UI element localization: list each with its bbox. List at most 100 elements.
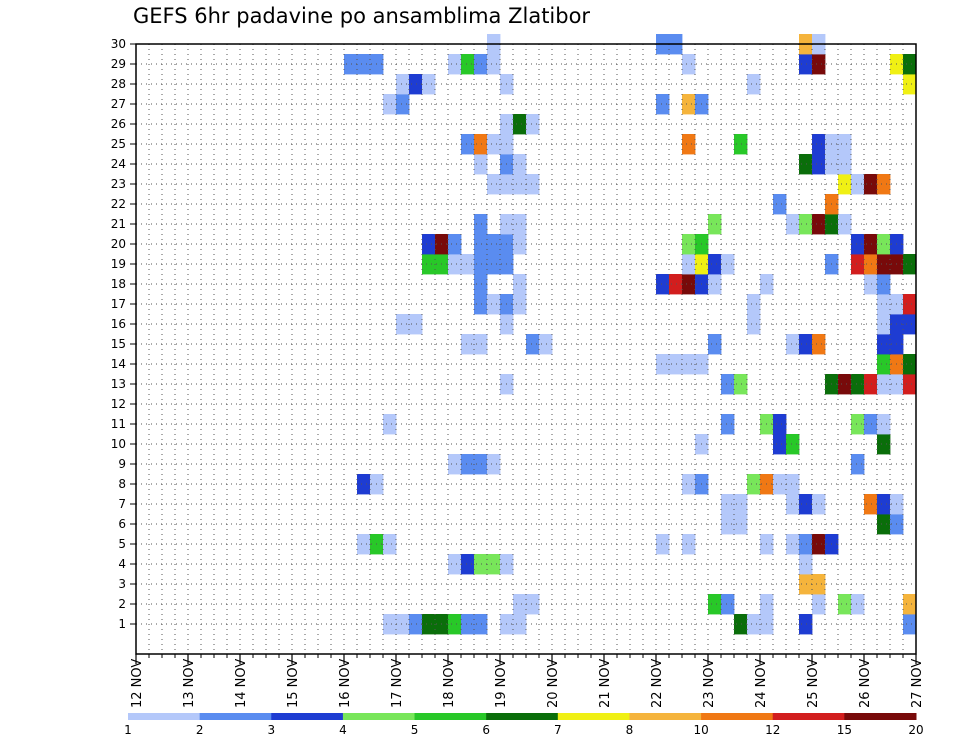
heatmap-cell [773,434,787,455]
heatmap-cell [487,554,501,575]
y-tick-label: 22 [111,197,126,211]
heatmap-cell [877,274,891,295]
heatmap-cell [513,214,527,235]
heatmap-cell [851,254,865,275]
heatmap-cell [721,594,735,615]
heatmap-cell [747,614,761,635]
heatmap-cell [903,314,917,335]
heatmap-cell [474,614,488,635]
heatmap-cell [448,254,462,275]
heatmap-cell [812,494,826,515]
y-tick-label: 15 [111,337,126,351]
heatmap-cell [487,234,501,255]
heatmap-cell [799,534,813,555]
heatmap-cell [487,174,501,195]
y-tick-label: 3 [118,577,126,591]
heatmap-cell [487,134,501,155]
heatmap-cell [422,234,436,255]
heatmap-cell [513,294,527,315]
heatmap-cell [474,294,488,315]
heatmap-cell [526,174,540,195]
heatmap-cell [812,534,826,555]
heatmap-cell [747,474,761,495]
heatmap-cell [877,294,891,315]
heatmap-cell [461,254,475,275]
heatmap-cell [838,374,852,395]
colorbar-swatch [844,713,917,720]
heatmap-cell [448,54,462,75]
heatmap-cell [903,54,917,75]
heatmap-cell [903,294,917,315]
heatmap-cell [877,334,891,355]
heatmap-cell [747,74,761,95]
heatmap-cell [513,614,527,635]
heatmap-cell [786,334,800,355]
heatmap-cell [526,594,540,615]
heatmap-cell [903,74,917,95]
heatmap-cell [474,274,488,295]
heatmap-cell [812,334,826,355]
heatmap-cell [422,614,436,635]
heatmap-cell [474,54,488,75]
heatmap-cell [513,594,527,615]
heatmap-cell [383,414,397,435]
heatmap-cell [383,614,397,635]
colorbar-label: 10 [693,723,708,737]
heatmap-cell [851,234,865,255]
heatmap-cell [513,174,527,195]
heatmap-cell [682,254,696,275]
heatmap-cell [773,414,787,435]
heatmap-cell [708,214,722,235]
heatmap-cell [474,254,488,275]
y-tick-label: 4 [118,557,126,571]
heatmap-cell [877,314,891,335]
x-tick-label: 13 NOV [182,659,197,708]
heatmap-cell [838,134,852,155]
y-tick-label: 26 [111,117,126,131]
heatmap-cell [864,374,878,395]
heatmap-cell [903,354,917,375]
heatmap-cell [864,494,878,515]
heatmap-cell [656,534,670,555]
x-tick-label: 21 NOV [598,659,613,708]
x-tick-label: 19 NOV [494,659,509,708]
heatmap-cell [474,234,488,255]
heatmap-cell [812,134,826,155]
heatmap-cell [851,374,865,395]
x-tick-label: 14 NOV [234,659,249,708]
heatmap-cell [682,534,696,555]
y-tick-label: 7 [118,497,126,511]
heatmap-cell [851,594,865,615]
heatmap-cell [396,94,410,115]
heatmap-cell [838,154,852,175]
heatmap-cell [838,594,852,615]
colorbar-swatch [701,713,774,720]
x-tick-label: 16 NOV [338,659,353,708]
x-tick-label: 24 NOV [754,659,769,708]
heatmap-cell [786,474,800,495]
x-tick-label: 23 NOV [702,659,717,708]
heatmap-cell [708,254,722,275]
heatmap-cell [682,354,696,375]
heatmap-cell [656,274,670,295]
heatmap-cell [487,54,501,75]
heatmap-cell [669,274,683,295]
heatmap-cell [513,234,527,255]
y-tick-label: 2 [118,597,126,611]
colorbar-label: 5 [411,723,419,737]
heatmap-cell [513,274,527,295]
heatmap-cell [721,414,735,435]
heatmap-cell [747,294,761,315]
y-tick-label: 19 [111,257,126,271]
heatmap-cell [656,94,670,115]
heatmap-cell [747,314,761,335]
heatmap-cell [799,554,813,575]
y-tick-label: 17 [111,297,126,311]
y-tick-label: 6 [118,517,126,531]
heatmap-cell [877,414,891,435]
heatmap-cell [344,54,358,75]
heatmap-cell [513,114,527,135]
heatmap-cell [474,134,488,155]
heatmap-cell [838,174,852,195]
heatmap-cell [682,274,696,295]
